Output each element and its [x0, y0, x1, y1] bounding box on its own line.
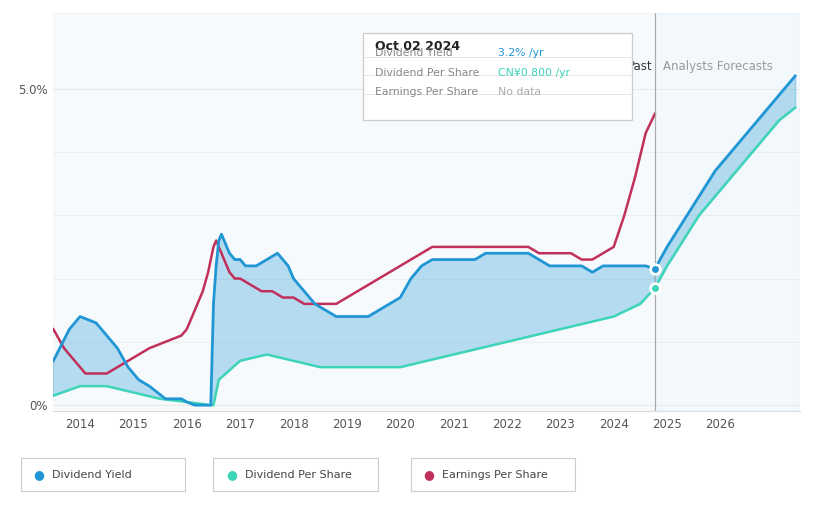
Text: Oct 02 2024: Oct 02 2024	[374, 40, 460, 53]
Text: Dividend Per Share: Dividend Per Share	[245, 470, 351, 480]
Text: ●: ●	[33, 468, 44, 482]
Bar	[53, 13, 655, 411]
Text: Earnings Per Share: Earnings Per Share	[374, 87, 478, 97]
Text: Dividend Yield: Dividend Yield	[374, 48, 452, 58]
Bar	[655, 13, 800, 411]
Text: Analysts Forecasts: Analysts Forecasts	[663, 60, 773, 73]
Text: ●: ●	[423, 468, 434, 482]
Text: Past: Past	[627, 60, 652, 73]
Text: CN¥0.800 /yr: CN¥0.800 /yr	[498, 68, 570, 78]
FancyBboxPatch shape	[364, 33, 632, 120]
Text: ●: ●	[226, 468, 237, 482]
Text: No data: No data	[498, 87, 541, 97]
Text: Dividend Yield: Dividend Yield	[52, 470, 131, 480]
Text: Dividend Per Share: Dividend Per Share	[374, 68, 479, 78]
Text: Earnings Per Share: Earnings Per Share	[442, 470, 548, 480]
Text: 3.2% /yr: 3.2% /yr	[498, 48, 544, 58]
